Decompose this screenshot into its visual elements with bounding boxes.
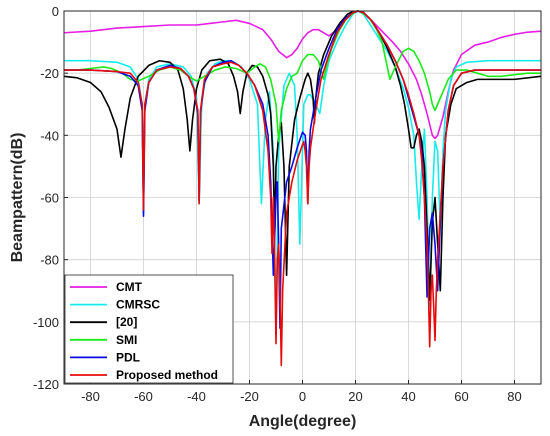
x-tick-label: 40 (401, 389, 415, 404)
y-tick-label: -120 (33, 377, 59, 392)
y-tick-label: -60 (40, 191, 59, 206)
legend-entry: [20] (116, 315, 137, 329)
series-layer (63, 10, 542, 367)
y-axis-label: Beampattern(dB) (9, 133, 26, 263)
legend-entry: SMI (116, 333, 137, 347)
x-tick-label: 20 (348, 389, 362, 404)
series-line-2 (63, 10, 542, 301)
x-axis-ticks: -80 -60 -40 -20 0 20 40 60 80 (81, 380, 522, 404)
x-tick-label: 0 (299, 389, 306, 404)
x-axis-label: Angle(degree) (249, 413, 357, 430)
x-tick-label: -80 (81, 389, 100, 404)
y-axis-ticks: 0 -20 -40 -60 -80 -100 -120 (33, 4, 68, 392)
x-tick-label: -20 (240, 389, 259, 404)
x-tick-label: 60 (454, 389, 468, 404)
legend-entry: PDL (116, 350, 140, 364)
legend-entry: Proposed method (116, 368, 218, 382)
y-tick-label: -40 (40, 128, 59, 143)
series-line-5 (64, 10, 541, 367)
y-tick-label: -100 (33, 315, 59, 330)
y-tick-label: 0 (52, 4, 59, 19)
legend-box (64, 274, 234, 384)
legend-entry: CMT (116, 280, 143, 294)
x-tick-label: 80 (507, 389, 521, 404)
legend-items: CMT CMRSC [20] SMI PDL Proposed method (70, 280, 218, 382)
legend: CMT CMRSC [20] SMI PDL Proposed method (64, 274, 234, 384)
y-tick-label: -80 (40, 253, 59, 268)
x-tick-label: -40 (187, 389, 206, 404)
legend-entry: CMRSC (116, 298, 160, 312)
y-tick-label: -20 (40, 66, 59, 81)
x-tick-label: -60 (134, 389, 153, 404)
